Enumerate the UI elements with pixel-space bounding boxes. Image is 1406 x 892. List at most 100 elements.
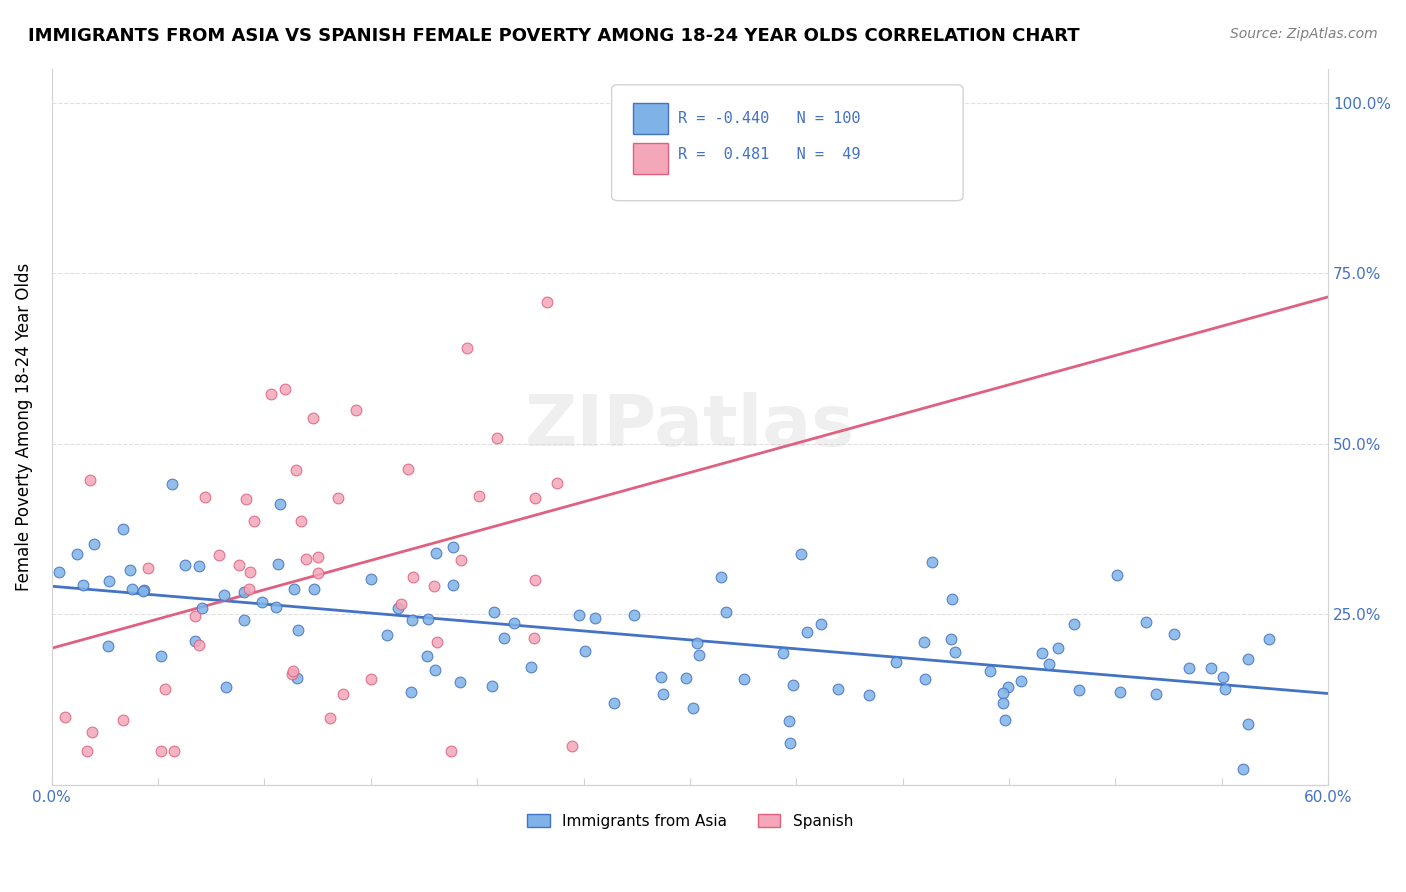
Point — [1067, 683, 1090, 698]
Point — [284, 463, 307, 477]
Point — [396, 462, 419, 476]
Point — [389, 597, 412, 611]
Point — [574, 644, 596, 658]
Legend: Immigrants from Asia, Spanish: Immigrants from Asia, Spanish — [520, 807, 859, 835]
Point — [111, 713, 134, 727]
Point — [269, 497, 291, 511]
Point — [239, 565, 262, 579]
Point — [360, 572, 382, 586]
Point — [149, 648, 172, 663]
Point — [991, 696, 1014, 710]
Point — [281, 664, 304, 678]
Point — [132, 583, 155, 598]
Point — [214, 680, 236, 694]
Point — [1258, 632, 1281, 646]
Point — [993, 686, 1015, 700]
Point — [603, 696, 626, 710]
Point — [243, 514, 266, 528]
Point — [782, 678, 804, 692]
Point — [287, 623, 309, 637]
Point — [583, 611, 606, 625]
Point — [423, 578, 446, 592]
Point — [440, 744, 463, 758]
Point — [456, 341, 478, 355]
Point — [941, 632, 963, 646]
Point — [502, 615, 524, 630]
Point — [997, 681, 1019, 695]
Point — [132, 584, 155, 599]
Point — [425, 546, 447, 560]
Point — [387, 601, 409, 615]
Point — [1010, 674, 1032, 689]
Point — [481, 679, 503, 693]
Point — [425, 635, 447, 649]
Point — [66, 547, 89, 561]
Text: R = -0.440   N = 100: R = -0.440 N = 100 — [678, 112, 860, 126]
Point — [344, 402, 367, 417]
Point — [208, 549, 231, 563]
Y-axis label: Female Poverty Among 18-24 Year Olds: Female Poverty Among 18-24 Year Olds — [15, 262, 32, 591]
Text: ZIPatlas: ZIPatlas — [524, 392, 855, 461]
Point — [993, 713, 1015, 727]
Point — [274, 383, 297, 397]
Point — [536, 295, 558, 310]
Point — [441, 540, 464, 554]
Point — [183, 634, 205, 648]
Point — [1213, 681, 1236, 696]
Point — [1135, 615, 1157, 629]
Point — [79, 473, 101, 487]
Point — [468, 489, 491, 503]
Point — [492, 631, 515, 645]
Point — [1178, 661, 1201, 675]
Point — [524, 491, 547, 505]
Point — [399, 685, 422, 699]
Point — [238, 582, 260, 596]
Point — [96, 639, 118, 653]
Point — [441, 577, 464, 591]
Point — [912, 635, 935, 649]
Point — [450, 553, 472, 567]
Point — [332, 687, 354, 701]
Point — [482, 605, 505, 619]
Point — [561, 739, 583, 753]
Point — [53, 710, 76, 724]
Point — [233, 585, 256, 599]
Point — [546, 475, 568, 490]
Point — [778, 714, 800, 729]
Point — [682, 700, 704, 714]
Point — [294, 551, 316, 566]
Point — [425, 663, 447, 677]
Point — [686, 636, 709, 650]
Point — [149, 744, 172, 758]
Point — [264, 599, 287, 614]
Point — [120, 563, 142, 577]
Point — [267, 557, 290, 571]
Point — [716, 606, 738, 620]
Point — [650, 670, 672, 684]
Text: IMMIGRANTS FROM ASIA VS SPANISH FEMALE POVERTY AMONG 18-24 YEAR OLDS CORRELATION: IMMIGRANTS FROM ASIA VS SPANISH FEMALE P… — [28, 27, 1080, 45]
Point — [183, 608, 205, 623]
Point — [401, 613, 423, 627]
Point — [136, 561, 159, 575]
Point — [623, 607, 645, 622]
Point — [710, 570, 733, 584]
Point — [979, 664, 1001, 678]
Point — [194, 490, 217, 504]
Point — [796, 624, 818, 639]
Point — [402, 570, 425, 584]
Point — [1031, 646, 1053, 660]
Point — [235, 492, 257, 507]
Point — [1237, 717, 1260, 731]
Point — [301, 411, 323, 425]
Text: Source: ZipAtlas.com: Source: ZipAtlas.com — [1230, 27, 1378, 41]
Point — [675, 671, 697, 685]
Point — [568, 607, 591, 622]
Point — [651, 687, 673, 701]
Point — [290, 514, 312, 528]
Point — [921, 555, 943, 569]
Point — [733, 673, 755, 687]
Point — [173, 558, 195, 572]
Point — [941, 592, 963, 607]
Point — [319, 711, 342, 725]
Point — [520, 659, 543, 673]
